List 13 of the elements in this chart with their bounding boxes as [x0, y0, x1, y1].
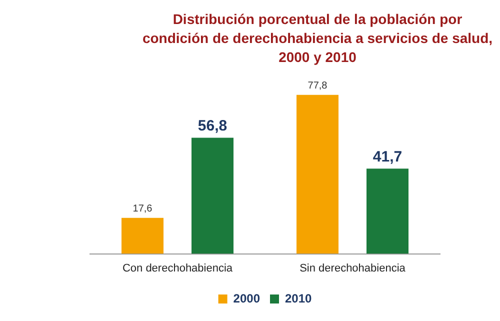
bar — [296, 94, 338, 254]
x-tick-label: Sin derechohabiencia — [300, 262, 406, 274]
x-tick-label: Con derechohabiencia — [122, 262, 234, 274]
data-label: 56,8 — [198, 117, 228, 134]
chart-title: Distribución porcentual de la población por condición de derechohabiencia a servicios de salud, 2000 y 2010 — [141, 10, 494, 67]
legend-label: 2000 — [233, 291, 260, 306]
data-label: 17,6 — [132, 204, 153, 215]
data-label: 77,8 — [308, 80, 328, 92]
bar — [122, 218, 164, 254]
legend-label: 2010 — [285, 291, 312, 306]
data-label: 41,7 — [372, 148, 402, 166]
bar — [192, 138, 234, 254]
bar — [366, 168, 408, 254]
